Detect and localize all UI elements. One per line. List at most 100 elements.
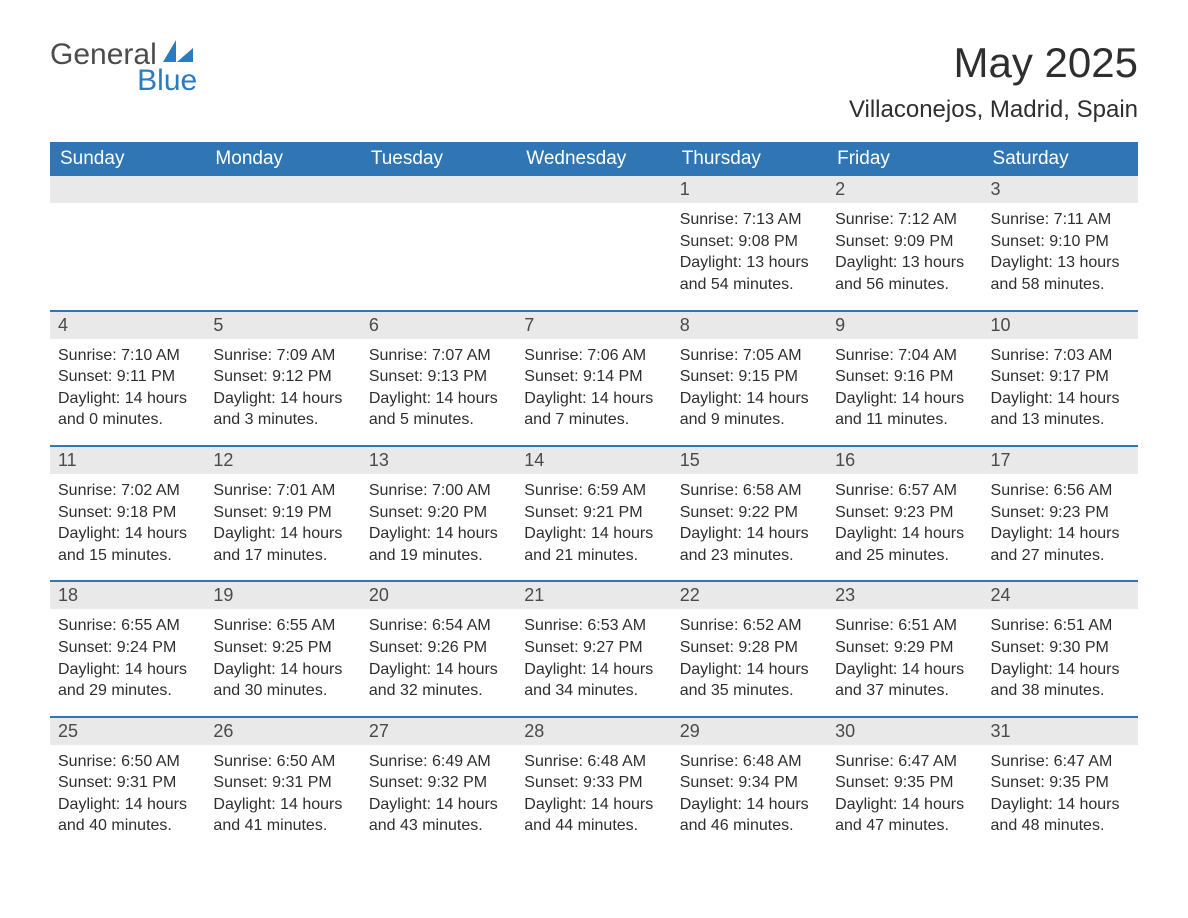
sunset-line: Sunset: 9:09 PM (835, 231, 974, 253)
calendar-grid: SundayMondayTuesdayWednesdayThursdayFrid… (50, 142, 1138, 845)
day-number (50, 176, 205, 203)
calendar-day-cell: 17Sunrise: 6:56 AMSunset: 9:23 PMDayligh… (983, 447, 1138, 574)
day-details: Sunrise: 7:11 AMSunset: 9:10 PMDaylight:… (983, 203, 1138, 295)
brand-logo: General Blue (50, 40, 193, 98)
calendar-page: General Blue May 2025 Villaconejos, Madr… (0, 0, 1188, 918)
calendar-day-cell: 24Sunrise: 6:51 AMSunset: 9:30 PMDayligh… (983, 582, 1138, 709)
sunset-line: Sunset: 9:30 PM (991, 637, 1130, 659)
sunset-line: Sunset: 9:27 PM (524, 637, 663, 659)
sunset-line: Sunset: 9:17 PM (991, 366, 1130, 388)
sunset-line: Sunset: 9:31 PM (213, 772, 352, 794)
calendar-day-cell: 2Sunrise: 7:12 AMSunset: 9:09 PMDaylight… (827, 176, 982, 303)
sunrise-line: Sunrise: 6:51 AM (991, 615, 1130, 637)
day-number: 23 (827, 582, 982, 609)
sunset-line: Sunset: 9:19 PM (213, 502, 352, 524)
day-number: 10 (983, 312, 1138, 339)
day-details: Sunrise: 6:50 AMSunset: 9:31 PMDaylight:… (205, 745, 360, 837)
day-details: Sunrise: 6:51 AMSunset: 9:30 PMDaylight:… (983, 609, 1138, 701)
sunset-line: Sunset: 9:22 PM (680, 502, 819, 524)
sunrise-line: Sunrise: 7:01 AM (213, 480, 352, 502)
calendar-empty-cell (205, 176, 360, 303)
daylight-line: Daylight: 14 hours and 15 minutes. (58, 523, 197, 566)
calendar-day-cell: 22Sunrise: 6:52 AMSunset: 9:28 PMDayligh… (672, 582, 827, 709)
sunset-line: Sunset: 9:33 PM (524, 772, 663, 794)
calendar-day-cell: 28Sunrise: 6:48 AMSunset: 9:33 PMDayligh… (516, 718, 671, 845)
sunrise-line: Sunrise: 6:49 AM (369, 751, 508, 773)
calendar-day-cell: 20Sunrise: 6:54 AMSunset: 9:26 PMDayligh… (361, 582, 516, 709)
day-number: 11 (50, 447, 205, 474)
day-number: 8 (672, 312, 827, 339)
calendar-day-cell: 11Sunrise: 7:02 AMSunset: 9:18 PMDayligh… (50, 447, 205, 574)
day-number: 18 (50, 582, 205, 609)
daylight-line: Daylight: 14 hours and 17 minutes. (213, 523, 352, 566)
brand-text-block: General Blue (50, 40, 193, 98)
sunset-line: Sunset: 9:13 PM (369, 366, 508, 388)
day-details: Sunrise: 6:53 AMSunset: 9:27 PMDaylight:… (516, 609, 671, 701)
sunrise-line: Sunrise: 7:09 AM (213, 345, 352, 367)
day-number: 25 (50, 718, 205, 745)
daylight-line: Daylight: 14 hours and 38 minutes. (991, 659, 1130, 702)
sunset-line: Sunset: 9:34 PM (680, 772, 819, 794)
calendar-day-cell: 29Sunrise: 6:48 AMSunset: 9:34 PMDayligh… (672, 718, 827, 845)
day-details: Sunrise: 6:48 AMSunset: 9:34 PMDaylight:… (672, 745, 827, 837)
sunrise-line: Sunrise: 6:51 AM (835, 615, 974, 637)
daylight-line: Daylight: 14 hours and 47 minutes. (835, 794, 974, 837)
daylight-line: Daylight: 14 hours and 48 minutes. (991, 794, 1130, 837)
day-number: 9 (827, 312, 982, 339)
day-number: 20 (361, 582, 516, 609)
day-details: Sunrise: 6:56 AMSunset: 9:23 PMDaylight:… (983, 474, 1138, 566)
brand-mark-icon (163, 40, 193, 67)
day-number: 19 (205, 582, 360, 609)
sunrise-line: Sunrise: 6:50 AM (58, 751, 197, 773)
daylight-line: Daylight: 14 hours and 19 minutes. (369, 523, 508, 566)
daylight-line: Daylight: 14 hours and 3 minutes. (213, 388, 352, 431)
day-details: Sunrise: 7:03 AMSunset: 9:17 PMDaylight:… (983, 339, 1138, 431)
daylight-line: Daylight: 14 hours and 32 minutes. (369, 659, 508, 702)
day-details: Sunrise: 6:57 AMSunset: 9:23 PMDaylight:… (827, 474, 982, 566)
sunset-line: Sunset: 9:26 PM (369, 637, 508, 659)
day-details: Sunrise: 6:55 AMSunset: 9:24 PMDaylight:… (50, 609, 205, 701)
calendar-week-row: 1Sunrise: 7:13 AMSunset: 9:08 PMDaylight… (50, 176, 1138, 303)
day-number: 26 (205, 718, 360, 745)
sunrise-line: Sunrise: 6:56 AM (991, 480, 1130, 502)
day-number: 17 (983, 447, 1138, 474)
daylight-line: Daylight: 13 hours and 56 minutes. (835, 252, 974, 295)
daylight-line: Daylight: 14 hours and 23 minutes. (680, 523, 819, 566)
day-number (205, 176, 360, 203)
day-details: Sunrise: 7:09 AMSunset: 9:12 PMDaylight:… (205, 339, 360, 431)
calendar-day-cell: 21Sunrise: 6:53 AMSunset: 9:27 PMDayligh… (516, 582, 671, 709)
sunrise-line: Sunrise: 6:55 AM (58, 615, 197, 637)
day-details: Sunrise: 7:12 AMSunset: 9:09 PMDaylight:… (827, 203, 982, 295)
sunrise-line: Sunrise: 7:04 AM (835, 345, 974, 367)
sunrise-line: Sunrise: 7:12 AM (835, 209, 974, 231)
calendar-day-cell: 19Sunrise: 6:55 AMSunset: 9:25 PMDayligh… (205, 582, 360, 709)
day-number: 29 (672, 718, 827, 745)
calendar-day-cell: 25Sunrise: 6:50 AMSunset: 9:31 PMDayligh… (50, 718, 205, 845)
weekday-header-cell: Saturday (983, 142, 1138, 176)
sunset-line: Sunset: 9:28 PM (680, 637, 819, 659)
calendar-day-cell: 3Sunrise: 7:11 AMSunset: 9:10 PMDaylight… (983, 176, 1138, 303)
sunrise-line: Sunrise: 7:11 AM (991, 209, 1130, 231)
page-header: General Blue May 2025 Villaconejos, Madr… (50, 40, 1138, 124)
day-details: Sunrise: 6:59 AMSunset: 9:21 PMDaylight:… (516, 474, 671, 566)
sunrise-line: Sunrise: 6:59 AM (524, 480, 663, 502)
day-number: 2 (827, 176, 982, 203)
sunset-line: Sunset: 9:31 PM (58, 772, 197, 794)
calendar-day-cell: 9Sunrise: 7:04 AMSunset: 9:16 PMDaylight… (827, 312, 982, 439)
daylight-line: Daylight: 14 hours and 11 minutes. (835, 388, 974, 431)
sunset-line: Sunset: 9:14 PM (524, 366, 663, 388)
sunset-line: Sunset: 9:10 PM (991, 231, 1130, 253)
day-number: 16 (827, 447, 982, 474)
day-details: Sunrise: 6:47 AMSunset: 9:35 PMDaylight:… (827, 745, 982, 837)
sunset-line: Sunset: 9:24 PM (58, 637, 197, 659)
calendar-day-cell: 10Sunrise: 7:03 AMSunset: 9:17 PMDayligh… (983, 312, 1138, 439)
sunset-line: Sunset: 9:35 PM (835, 772, 974, 794)
calendar-week-row: 11Sunrise: 7:02 AMSunset: 9:18 PMDayligh… (50, 445, 1138, 574)
day-details: Sunrise: 7:01 AMSunset: 9:19 PMDaylight:… (205, 474, 360, 566)
day-number: 31 (983, 718, 1138, 745)
daylight-line: Daylight: 14 hours and 46 minutes. (680, 794, 819, 837)
calendar-day-cell: 1Sunrise: 7:13 AMSunset: 9:08 PMDaylight… (672, 176, 827, 303)
daylight-line: Daylight: 14 hours and 41 minutes. (213, 794, 352, 837)
sunset-line: Sunset: 9:23 PM (991, 502, 1130, 524)
day-number: 15 (672, 447, 827, 474)
